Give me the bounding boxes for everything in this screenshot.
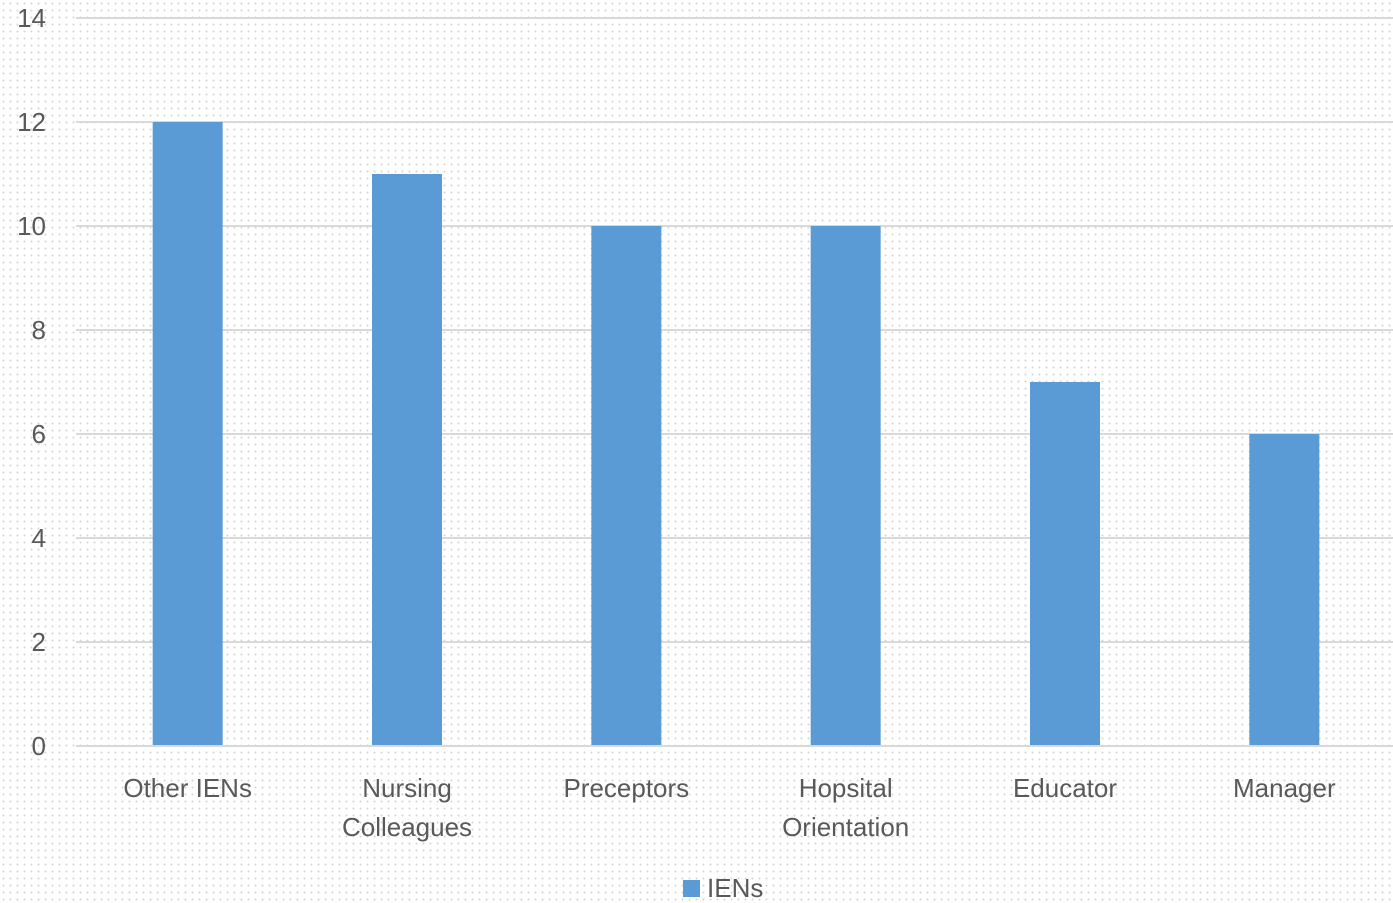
y-tick-label: 6 bbox=[32, 419, 46, 449]
x-category-label: Other IENs bbox=[123, 773, 252, 803]
y-tick-label: 10 bbox=[17, 211, 46, 241]
y-tick-label: 12 bbox=[17, 107, 46, 137]
bar bbox=[810, 226, 881, 746]
bar bbox=[1249, 434, 1320, 746]
bar bbox=[591, 226, 662, 746]
x-axis-category-labels: Other IENs Nursing Colleagues Preceptors Hop… bbox=[123, 773, 1336, 842]
x-category-label: Educator bbox=[1013, 773, 1117, 803]
legend-label-iens: IENs bbox=[707, 873, 763, 903]
gridlines bbox=[76, 17, 1393, 643]
legend-swatch-iens bbox=[683, 880, 700, 897]
x-category-label: Manager bbox=[1233, 773, 1336, 803]
y-axis-tick-labels: 0 2 4 6 8 10 12 14 bbox=[17, 3, 46, 761]
bar bbox=[1030, 382, 1100, 746]
x-category-label: Colleagues bbox=[342, 812, 472, 842]
y-tick-label: 0 bbox=[32, 731, 46, 761]
y-tick-label: 4 bbox=[32, 523, 46, 553]
y-tick-label: 14 bbox=[17, 3, 46, 33]
y-tick-label: 2 bbox=[32, 627, 46, 657]
legend: IENs bbox=[683, 873, 763, 903]
y-tick-label: 8 bbox=[32, 315, 46, 345]
bar bbox=[152, 122, 223, 746]
bar bbox=[372, 174, 442, 746]
x-category-label: Preceptors bbox=[563, 773, 689, 803]
x-category-label: Hopsital bbox=[799, 773, 893, 803]
x-category-label: Nursing bbox=[362, 773, 452, 803]
x-category-label: Orientation bbox=[782, 812, 909, 842]
bars bbox=[152, 122, 1320, 746]
